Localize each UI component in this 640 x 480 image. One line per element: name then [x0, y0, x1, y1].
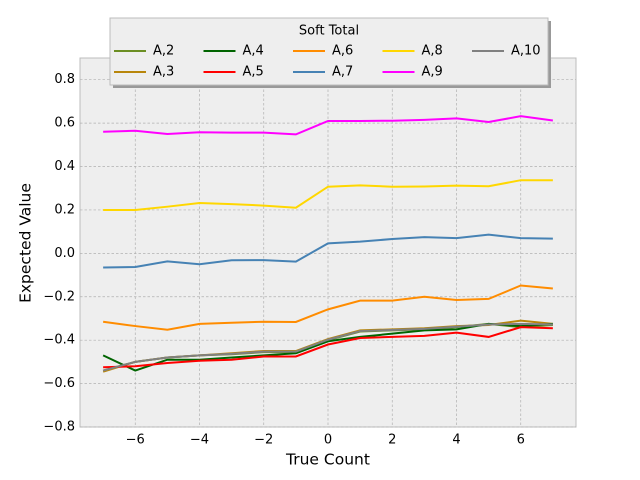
legend-label: A,7 — [332, 65, 353, 80]
x-tick-label: 6 — [517, 433, 525, 448]
y-tick-label: −0.6 — [43, 376, 75, 391]
legend-label: A,2 — [153, 44, 174, 59]
x-tick-label: 4 — [452, 433, 460, 448]
series-line — [103, 233, 553, 269]
legend-label: A,8 — [422, 44, 443, 59]
series-line — [102, 322, 553, 372]
x-tick-label: 0 — [324, 433, 332, 448]
y-tick-label: 0.8 — [54, 72, 75, 87]
legend-title: Soft Total — [299, 24, 359, 39]
y-tick-label: 0.4 — [54, 159, 75, 174]
y-tick-label: 0.6 — [54, 116, 75, 131]
legend-label: A,6 — [332, 44, 353, 59]
x-tick-label: −2 — [254, 433, 273, 448]
y-tick-label: −0.8 — [43, 420, 75, 435]
y-tick-label: −0.4 — [43, 333, 75, 348]
x-tick-label: 2 — [388, 433, 396, 448]
legend-label: A,10 — [511, 44, 541, 59]
legend-label: A,4 — [243, 44, 264, 59]
legend-label: A,3 — [153, 65, 174, 80]
legend-label: A,5 — [243, 65, 264, 80]
y-axis-label: Expected Value — [17, 183, 35, 303]
series-line — [102, 284, 553, 331]
legend: Soft Total A,2 A,3 A,4 A,5 A,6 A,7 A,8 A,9 A,10 — [109, 17, 551, 88]
y-tick-label: −0.2 — [43, 289, 75, 304]
x-axis-label: True Count — [285, 451, 370, 469]
legend-label: A,9 — [422, 65, 443, 80]
series-line — [103, 115, 554, 136]
series-line — [103, 179, 553, 211]
y-tick-label: 0.0 — [54, 246, 75, 261]
x-tick-label: −4 — [190, 433, 209, 448]
y-tick-label: 0.2 — [54, 202, 75, 217]
series-line — [103, 326, 553, 369]
x-tick-label: −6 — [126, 433, 145, 448]
